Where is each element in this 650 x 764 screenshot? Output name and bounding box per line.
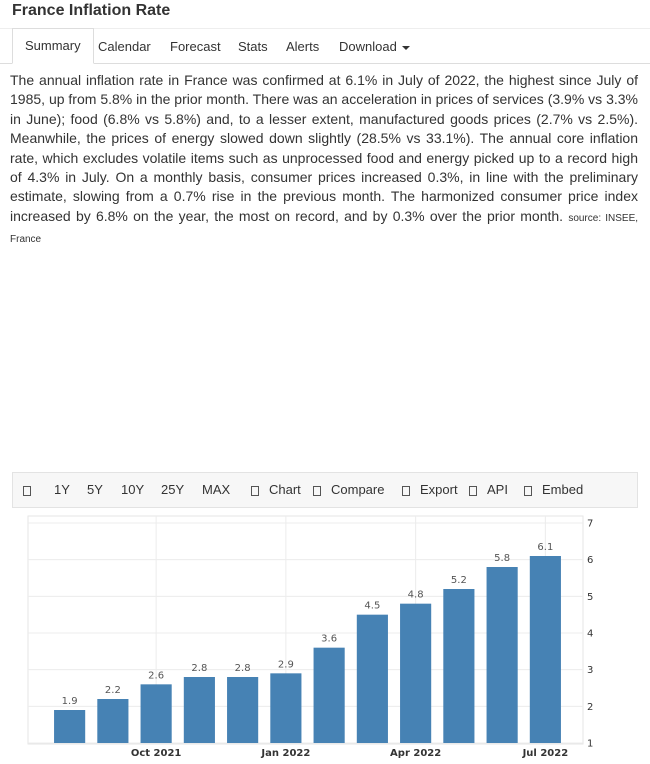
tab[interactable]: Alerts	[286, 39, 320, 54]
data-label: 2.2	[105, 685, 121, 696]
icon	[313, 485, 321, 496]
source: source: INSEE, France	[10, 212, 639, 246]
tab-label: Download	[339, 39, 397, 54]
x-tick-label: Oct 2021	[131, 748, 182, 759]
tab-bar: Summary Calendar Forecast Stats Alerts D…	[0, 28, 650, 64]
range-button[interactable]: 1Y	[54, 482, 70, 497]
bar	[140, 684, 172, 743]
x-tick-label: Jul 2022	[522, 748, 569, 759]
bar	[183, 677, 215, 743]
data-label: 2.8	[191, 663, 207, 674]
action-label: Compare	[331, 482, 385, 497]
bar	[97, 699, 129, 743]
action-button[interactable]: Compare	[313, 473, 384, 507]
y-tick-label: 4	[587, 629, 593, 640]
page-title: France Inflation Rate	[12, 2, 171, 19]
y-tick-label: 5	[587, 592, 593, 603]
icon	[251, 485, 259, 496]
tab[interactable]: Stats	[238, 39, 268, 54]
data-label: 2.6	[148, 670, 164, 681]
x-tick-label: Apr 2022	[390, 748, 441, 759]
menu-icon[interactable]	[23, 473, 41, 507]
data-label: 4.5	[364, 601, 380, 612]
bar	[529, 556, 561, 743]
action-label: Embed	[542, 482, 584, 497]
action-button[interactable]: Chart	[251, 473, 301, 507]
data-label: 6.1	[537, 542, 553, 553]
summary-text: The annual inflation rate in France was …	[10, 72, 638, 224]
action-label: Chart	[269, 482, 301, 497]
tab[interactable]: Download	[339, 29, 410, 64]
y-tick-label: 1	[587, 739, 593, 750]
range-button[interactable]: 5Y	[87, 482, 103, 497]
data-label: 3.6	[321, 634, 337, 645]
chart-container: 1 2 3 4 5 6 7 Oct 2021 Jan 2022 Apr 2022 Jul 2022 1…	[12, 508, 638, 759]
bar	[400, 603, 432, 743]
data-label: 5.2	[451, 575, 467, 586]
bar	[54, 710, 86, 743]
summary: The annual inflation rate in France was …	[10, 71, 638, 250]
x-tick-label: Jan 2022	[260, 748, 310, 759]
action-label: API	[487, 482, 508, 497]
tab[interactable]: Calendar	[98, 39, 151, 54]
data-label: 4.8	[408, 590, 424, 601]
data-label: 2.8	[235, 663, 251, 674]
bar	[486, 567, 518, 743]
icon	[469, 485, 477, 496]
action-label: Export	[420, 482, 458, 497]
range-button[interactable]: 10Y	[121, 482, 145, 497]
caret	[401, 45, 410, 50]
icon	[402, 485, 410, 496]
chart: 1 2 3 4 5 6 7 Oct 2021 Jan 2022 Apr 2022 Jul 2022 1…	[27, 515, 593, 759]
bar	[227, 677, 259, 743]
data-label: 2.9	[278, 659, 294, 670]
y-tick-label: 7	[587, 519, 593, 530]
y-tick-label: 2	[587, 702, 593, 713]
icon	[524, 485, 532, 496]
action-button[interactable]: API	[469, 473, 508, 507]
plot-frame	[27, 515, 584, 745]
data-label: 1.9	[62, 696, 78, 707]
y-tick-label: 3	[587, 665, 593, 676]
tab[interactable]: Summary	[12, 28, 94, 64]
action-button[interactable]: Embed	[524, 473, 583, 507]
y-tick-label: 6	[587, 555, 593, 566]
data-label: 5.8	[494, 553, 510, 564]
toolbar: 1Y 5Y 10Y 25Y MAX Chart Compare Export A…	[12, 472, 638, 508]
range-button[interactable]: MAX	[202, 482, 231, 497]
bar	[313, 647, 345, 743]
bar	[443, 589, 475, 743]
icon	[23, 485, 31, 496]
action-button[interactable]: Export	[402, 473, 458, 507]
bar	[356, 614, 388, 743]
bar	[270, 673, 302, 743]
tab[interactable]: Forecast	[170, 39, 221, 54]
range-button[interactable]: 25Y	[161, 482, 185, 497]
